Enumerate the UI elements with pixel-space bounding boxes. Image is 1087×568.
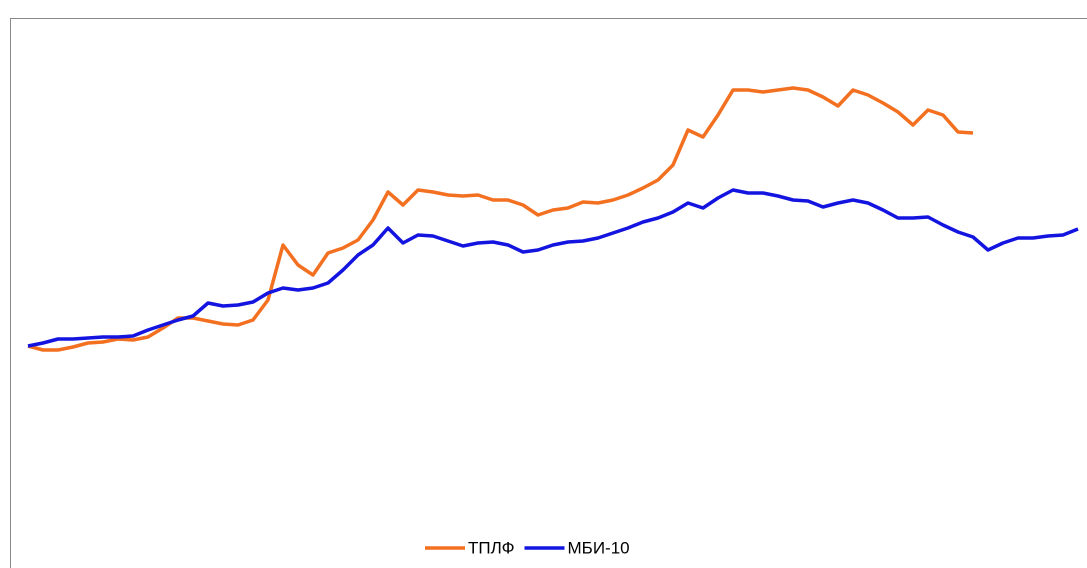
legend-label: МБИ-10 xyxy=(568,538,630,557)
legend-label: ТПЛФ xyxy=(468,538,515,557)
series-line xyxy=(27,188,1079,348)
series-line xyxy=(27,86,974,352)
plot-frame xyxy=(10,18,1087,568)
